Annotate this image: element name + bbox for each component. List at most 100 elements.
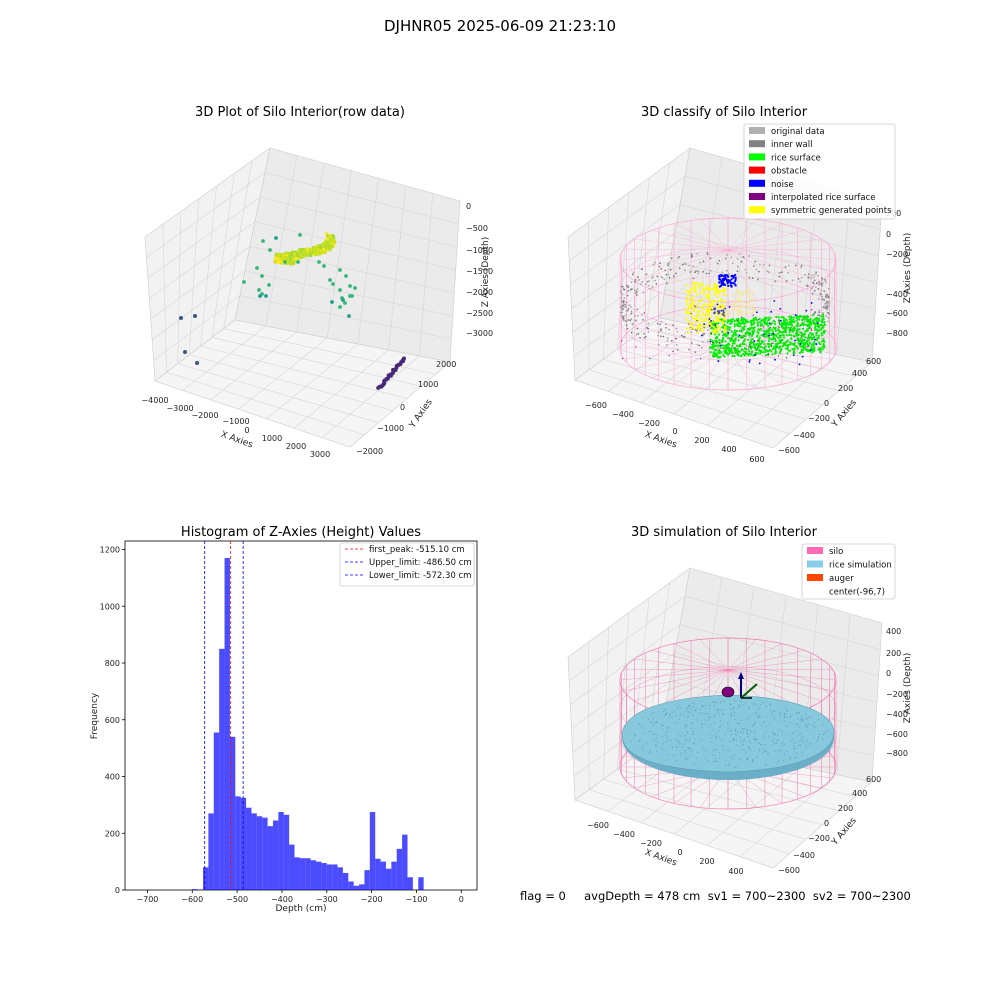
raw-ytick: 1000 xyxy=(418,380,438,389)
histogram-ytick-label: 1200 xyxy=(100,546,120,555)
rice-mesh-point xyxy=(708,716,710,718)
classify-point xyxy=(742,328,745,331)
classify-point xyxy=(805,323,808,327)
rice-mesh-point xyxy=(691,727,693,729)
classify-point xyxy=(661,276,664,279)
classify-xtick: 400 xyxy=(721,445,736,454)
raw-point xyxy=(264,294,268,298)
classify-point xyxy=(643,337,645,339)
classify-point xyxy=(688,297,692,300)
rice-mesh-point xyxy=(712,729,714,731)
classify-point xyxy=(807,324,810,327)
classify-point xyxy=(720,351,723,354)
classify-point xyxy=(793,327,796,330)
rice-mesh-point xyxy=(783,716,785,718)
pane-gridline xyxy=(189,354,393,411)
classify-point xyxy=(748,352,752,355)
classify-point xyxy=(820,315,823,318)
classify-point xyxy=(675,343,678,346)
rice-mesh-point xyxy=(763,748,765,750)
rice-mesh-point xyxy=(684,735,686,737)
histogram-bar xyxy=(332,864,338,890)
classify-point xyxy=(820,340,824,343)
rice-mesh-point xyxy=(718,713,721,715)
classify-point xyxy=(707,296,710,299)
classify-point xyxy=(799,344,803,347)
histogram-bar xyxy=(402,834,408,890)
classify-point xyxy=(665,273,668,276)
rice-mesh-point xyxy=(797,723,799,725)
histogram-bar xyxy=(364,870,370,890)
rice-mesh-point xyxy=(739,706,741,708)
classify-point xyxy=(703,324,706,328)
rice-mesh-point xyxy=(665,740,667,742)
classify-point xyxy=(823,306,826,309)
rice-mesh-point xyxy=(763,733,765,735)
classify-point xyxy=(717,328,720,332)
classify-point xyxy=(780,316,783,319)
classify-point xyxy=(740,260,743,263)
classify-point xyxy=(756,352,759,355)
rice-mesh-point xyxy=(719,702,722,704)
classify-point xyxy=(712,346,715,349)
classify-point xyxy=(739,306,742,309)
rice-mesh-point xyxy=(651,722,654,724)
classify-ytick: 600 xyxy=(866,357,881,366)
classify-point xyxy=(818,309,820,312)
rice-mesh-point xyxy=(722,713,725,716)
classify-point xyxy=(782,316,785,319)
rice-mesh-point xyxy=(653,724,655,726)
rice-mesh-point xyxy=(800,720,803,722)
rice-mesh-point xyxy=(662,742,665,744)
classify-point xyxy=(771,342,773,344)
rice-mesh-point xyxy=(737,722,739,725)
classify-point xyxy=(686,299,689,302)
rice-mesh-point xyxy=(785,725,788,727)
classify-point xyxy=(714,339,718,342)
histogram-bar xyxy=(246,807,252,890)
raw-xtick: −4000 xyxy=(141,396,168,405)
classify-point xyxy=(622,357,624,359)
rice-mesh-point xyxy=(735,733,737,735)
classify-point xyxy=(779,345,782,348)
simulation-xlabel: X Axies xyxy=(643,848,678,869)
classify-point xyxy=(731,274,734,277)
classify-point xyxy=(813,311,816,314)
classify-point xyxy=(681,263,684,266)
classify-point xyxy=(774,351,777,354)
classify-point xyxy=(622,301,625,304)
classify-point xyxy=(819,343,822,346)
rice-mesh-point xyxy=(770,711,772,713)
legend-label: inner wall xyxy=(771,140,812,150)
rice-mesh-point xyxy=(814,721,816,724)
classify-point xyxy=(777,342,780,345)
classify-point xyxy=(786,339,789,342)
rice-mesh-point xyxy=(642,745,644,747)
classify-point xyxy=(785,356,788,359)
rice-mesh-point xyxy=(804,718,806,720)
classify-point xyxy=(731,318,735,321)
raw-point xyxy=(290,250,295,254)
rice-mesh-point xyxy=(806,740,808,742)
classify-point xyxy=(621,340,623,342)
rice-mesh-point xyxy=(754,721,757,724)
classify-point xyxy=(704,317,707,320)
rice-mesh-point xyxy=(687,715,689,717)
silo-spoke xyxy=(623,336,729,349)
classify-point xyxy=(623,305,626,308)
pane-gridline xyxy=(146,172,266,258)
legend-swatch xyxy=(807,560,823,568)
classify-point xyxy=(712,351,715,354)
classify-point xyxy=(775,344,779,347)
raw-point xyxy=(291,261,296,266)
classify-point xyxy=(801,318,804,322)
classify-point xyxy=(801,315,804,318)
classify-point xyxy=(734,284,737,287)
classify-point xyxy=(751,341,754,344)
rice-mesh-point xyxy=(672,754,675,757)
classify-point xyxy=(790,322,793,325)
rice-mesh-point xyxy=(778,749,781,751)
histogram-xtick-label: −400 xyxy=(271,895,293,904)
rice-mesh-point xyxy=(751,725,754,727)
classify-point xyxy=(779,319,782,322)
